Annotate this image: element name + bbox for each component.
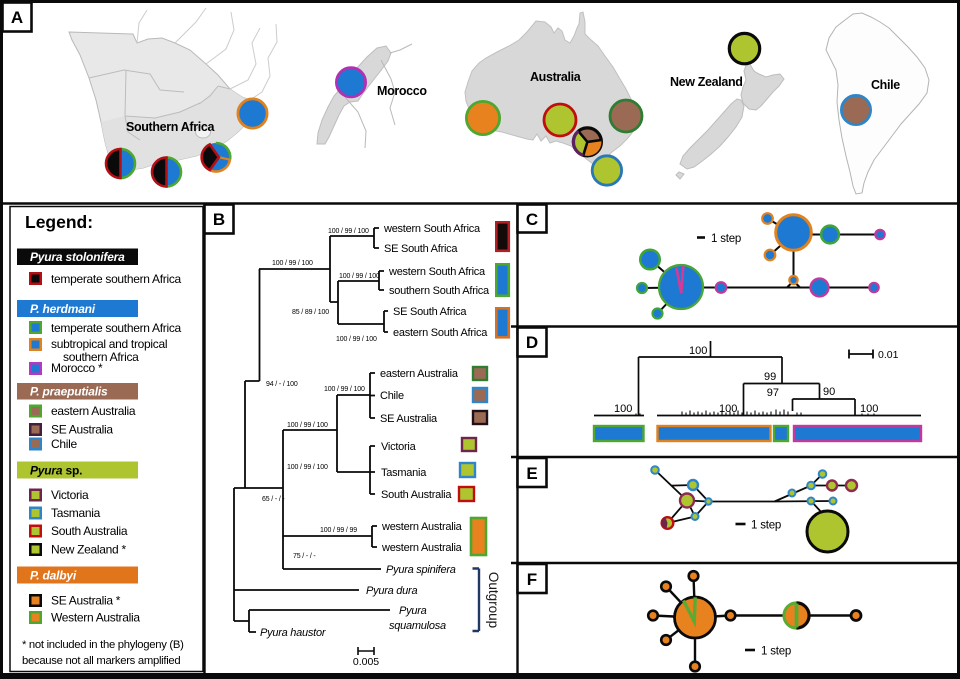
svg-text:SE Australia: SE Australia <box>380 413 438 425</box>
svg-text:P. praeputialis: P. praeputialis <box>30 385 108 399</box>
svg-text:southern Africa: southern Africa <box>63 350 139 364</box>
svg-text:SE Australia *: SE Australia * <box>51 594 121 608</box>
svg-text:Victoria: Victoria <box>51 488 89 502</box>
svg-text:97: 97 <box>767 387 779 399</box>
svg-text:100 / 99 / 100: 100 / 99 / 100 <box>336 336 377 343</box>
svg-text:subtropical and tropical: subtropical and tropical <box>51 337 167 351</box>
svg-text:90: 90 <box>823 386 835 398</box>
svg-text:Legend:: Legend: <box>25 212 93 232</box>
svg-text:1 step: 1 step <box>751 520 781 532</box>
svg-text:New Zealand: New Zealand <box>670 75 743 89</box>
svg-text:temperate southern Africa: temperate southern Africa <box>51 321 182 335</box>
svg-text:D: D <box>526 333 538 352</box>
svg-text:* not included in the phylogen: * not included in the phylogeny (B) <box>22 639 184 651</box>
svg-text:Victoria: Victoria <box>381 441 417 453</box>
svg-text:Chile: Chile <box>380 390 404 402</box>
svg-text:Chile: Chile <box>871 78 900 92</box>
svg-text:E: E <box>526 464 537 483</box>
svg-text:100: 100 <box>719 403 737 415</box>
svg-text:100 / 99 / 100: 100 / 99 / 100 <box>287 464 328 471</box>
svg-text:0.01: 0.01 <box>878 349 899 361</box>
svg-text:western South Africa: western South Africa <box>388 266 486 278</box>
svg-text:1 step: 1 step <box>711 233 741 245</box>
svg-text:because not all markers amplif: because not all markers amplified <box>22 655 180 667</box>
svg-text:Tasmania: Tasmania <box>381 467 427 479</box>
svg-text:C: C <box>526 210 538 229</box>
svg-text:85 / 89 / 100: 85 / 89 / 100 <box>292 309 329 316</box>
svg-text:Tasmania: Tasmania <box>51 506 101 520</box>
svg-text:P. herdmani: P. herdmani <box>30 302 96 316</box>
svg-text:Pyura stolonifera: Pyura stolonifera <box>30 250 125 264</box>
svg-text:100: 100 <box>614 403 632 415</box>
svg-text:1 step: 1 step <box>761 646 791 658</box>
svg-text:eastern Australia: eastern Australia <box>380 368 459 380</box>
svg-text:Southern Africa: Southern Africa <box>126 120 215 134</box>
svg-text:western Australia: western Australia <box>381 542 463 554</box>
svg-text:100 / 99 / 100: 100 / 99 / 100 <box>272 260 313 267</box>
svg-text:western South Africa: western South Africa <box>383 223 481 235</box>
svg-text:Pyura: Pyura <box>399 605 427 617</box>
svg-text:SE South Africa: SE South Africa <box>384 243 458 255</box>
svg-text:SE South Africa: SE South Africa <box>393 306 467 318</box>
svg-text:0.005: 0.005 <box>353 656 379 668</box>
svg-text:Pyura sp.: Pyura sp. <box>30 464 82 478</box>
svg-text:eastern Australia: eastern Australia <box>51 404 136 418</box>
svg-text:Western Australia: Western Australia <box>51 611 140 625</box>
svg-text:Morocco *: Morocco * <box>51 361 103 375</box>
svg-text:100 / 99 / 100: 100 / 99 / 100 <box>287 422 328 429</box>
svg-text:eastern South Africa: eastern South Africa <box>393 327 488 339</box>
svg-text:Pyura spinifera: Pyura spinifera <box>386 564 456 576</box>
svg-text:65 / - / -: 65 / - / - <box>262 496 285 503</box>
svg-text:western Australia: western Australia <box>381 521 463 533</box>
svg-text:75 / - / -: 75 / - / - <box>293 553 316 560</box>
svg-text:squamulosa: squamulosa <box>389 620 446 632</box>
svg-text:South Australia: South Australia <box>381 489 452 501</box>
svg-text:Pyura dura: Pyura dura <box>366 585 417 597</box>
svg-text:B: B <box>213 210 225 229</box>
svg-text:temperate southern Africa: temperate southern Africa <box>51 272 182 286</box>
svg-text:Chile: Chile <box>51 437 77 451</box>
svg-text:Outgroup: Outgroup <box>486 572 501 628</box>
svg-text:94 / - / 100: 94 / - / 100 <box>266 381 298 388</box>
svg-text:A: A <box>11 8 23 27</box>
svg-text:100: 100 <box>689 345 707 357</box>
svg-text:100 / 99 / 100: 100 / 99 / 100 <box>324 386 365 393</box>
svg-text:100: 100 <box>860 403 878 415</box>
svg-text:Pyura haustor: Pyura haustor <box>260 627 327 639</box>
svg-text:100 / 99 / 100: 100 / 99 / 100 <box>339 273 380 280</box>
svg-text:Morocco: Morocco <box>377 84 427 98</box>
svg-text:South Australia: South Australia <box>51 524 128 538</box>
svg-text:Australia: Australia <box>530 70 582 84</box>
svg-text:F: F <box>527 570 537 589</box>
svg-text:SE Australia: SE Australia <box>51 423 113 437</box>
svg-text:99: 99 <box>764 371 776 383</box>
svg-text:southern South Africa: southern South Africa <box>389 285 490 297</box>
svg-text:100 / 99 / 99: 100 / 99 / 99 <box>320 527 357 534</box>
svg-text:P. dalbyi: P. dalbyi <box>30 569 77 583</box>
svg-text:100 / 99 / 100: 100 / 99 / 100 <box>328 228 369 235</box>
svg-text:New Zealand *: New Zealand * <box>51 543 126 557</box>
